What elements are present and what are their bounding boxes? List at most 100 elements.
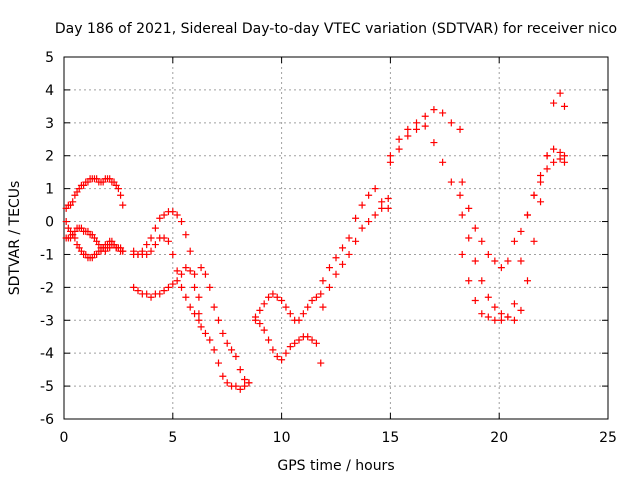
data-point xyxy=(186,267,194,275)
data-point xyxy=(265,293,273,301)
data-point xyxy=(195,293,203,301)
data-point xyxy=(504,313,512,321)
data-point xyxy=(295,336,303,344)
data-point xyxy=(378,198,386,206)
data-point xyxy=(114,185,122,193)
data-point xyxy=(286,343,294,351)
data-point xyxy=(517,306,525,314)
data-point xyxy=(241,382,249,390)
data-point xyxy=(169,250,177,258)
data-point xyxy=(178,218,186,226)
data-point xyxy=(386,158,394,166)
data-point xyxy=(143,241,151,249)
data-point xyxy=(191,283,199,291)
data-point xyxy=(269,346,277,354)
data-point xyxy=(560,102,568,110)
y-tick-label: -2 xyxy=(40,280,54,296)
data-point xyxy=(319,303,327,311)
data-point xyxy=(151,241,159,249)
data-point xyxy=(339,260,347,268)
x-tick-label: 25 xyxy=(599,430,617,446)
data-point xyxy=(517,257,525,265)
data-point xyxy=(138,247,146,255)
data-point xyxy=(439,109,447,117)
data-point xyxy=(471,224,479,232)
data-point xyxy=(201,270,209,278)
y-tick-label: 1 xyxy=(45,182,54,198)
data-point xyxy=(543,152,551,160)
data-point xyxy=(465,234,473,242)
data-point xyxy=(228,346,236,354)
data-point xyxy=(151,224,159,232)
data-point xyxy=(273,293,281,301)
data-point xyxy=(478,310,486,318)
data-point xyxy=(119,201,127,209)
data-point xyxy=(210,346,218,354)
y-tick-label: 0 xyxy=(45,215,54,231)
data-point xyxy=(447,119,455,127)
data-point xyxy=(371,211,379,219)
x-tick-label: 20 xyxy=(490,430,508,446)
data-point xyxy=(325,283,333,291)
data-point xyxy=(413,119,421,127)
data-point xyxy=(352,237,360,245)
data-point xyxy=(537,171,545,179)
data-point xyxy=(282,349,290,357)
data-point xyxy=(537,178,545,186)
data-point xyxy=(439,158,447,166)
y-tick-label: -5 xyxy=(40,379,54,395)
data-point xyxy=(497,310,505,318)
data-point xyxy=(143,290,151,298)
data-point xyxy=(484,250,492,258)
data-point xyxy=(504,257,512,265)
data-point xyxy=(332,254,340,262)
data-point xyxy=(308,336,316,344)
data-point xyxy=(69,198,77,206)
data-point xyxy=(195,316,203,324)
data-point xyxy=(232,382,240,390)
data-point xyxy=(269,290,277,298)
data-point xyxy=(260,300,268,308)
data-point xyxy=(478,237,486,245)
data-point xyxy=(386,152,394,160)
data-point xyxy=(299,310,307,318)
data-point xyxy=(173,277,181,285)
data-point xyxy=(206,283,214,291)
data-point xyxy=(236,366,244,374)
data-point xyxy=(210,303,218,311)
data-point xyxy=(291,339,299,347)
data-point xyxy=(62,218,70,226)
data-point xyxy=(458,250,466,258)
data-point xyxy=(160,211,168,219)
data-point xyxy=(286,310,294,318)
data-point xyxy=(384,204,392,212)
data-point xyxy=(223,339,231,347)
data-point xyxy=(214,316,222,324)
data-point xyxy=(282,303,290,311)
data-point xyxy=(169,280,177,288)
chart-title: Day 186 of 2021, Sidereal Day-to-day VTE… xyxy=(55,21,617,37)
data-point xyxy=(530,191,538,199)
data-point xyxy=(491,257,499,265)
data-point xyxy=(510,237,518,245)
data-point xyxy=(478,277,486,285)
data-point xyxy=(497,264,505,272)
data-point xyxy=(312,293,320,301)
data-point xyxy=(236,385,244,393)
data-point xyxy=(395,145,403,153)
x-tick-label: 0 xyxy=(60,430,69,446)
data-point xyxy=(421,112,429,120)
data-point xyxy=(169,208,177,216)
data-point xyxy=(430,139,438,147)
data-point xyxy=(117,191,125,199)
data-point xyxy=(147,247,155,255)
data-point xyxy=(484,313,492,321)
data-point xyxy=(164,237,172,245)
data-point xyxy=(197,264,205,272)
data-point xyxy=(197,323,205,331)
data-point xyxy=(550,99,558,107)
y-tick-label: -4 xyxy=(40,346,54,362)
data-point xyxy=(471,257,479,265)
data-point xyxy=(384,195,392,203)
